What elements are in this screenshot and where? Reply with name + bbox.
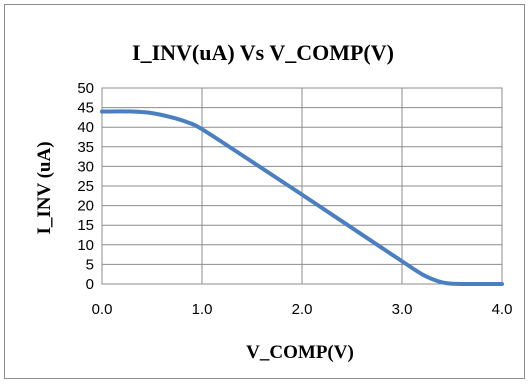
x-tick-label-0: 0.0 [92,301,113,318]
series-line-i-inv [100,109,504,287]
x-tick-label-4: 4.0 [492,301,513,318]
y-tick-label-5: 25 [77,178,94,195]
y-tick-label-10: 50 [77,80,94,97]
x-tick-label-2: 2.0 [292,301,313,318]
grid-lines [101,87,503,285]
y-tick-label-6: 30 [77,158,94,175]
y-axis-ticks: 0 5 10 15 20 25 30 35 40 45 50 [77,80,94,293]
y-tick-label-2: 10 [77,237,94,254]
y-tick-label-1: 5 [86,256,94,273]
y-axis-title: I_INV (uA) [34,141,55,234]
chart-frame [4,4,525,379]
y-tick-label-8: 40 [77,119,94,136]
y-tick-label-7: 35 [77,139,94,156]
x-tick-label-3: 3.0 [392,301,413,318]
y-tick-label-3: 15 [77,217,94,234]
plot-area [101,87,503,285]
y-tick-label-0: 0 [86,276,94,293]
x-axis-ticks: 0.0 1.0 2.0 3.0 4.0 [92,301,513,318]
y-tick-label-9: 45 [77,100,94,117]
y-tick-label-4: 20 [77,198,94,215]
x-tick-label-1: 1.0 [192,301,213,318]
chart-title: I_INV(uA) Vs V_COMP(V) [132,40,394,65]
x-axis-title: V_COMP(V) [246,342,354,363]
